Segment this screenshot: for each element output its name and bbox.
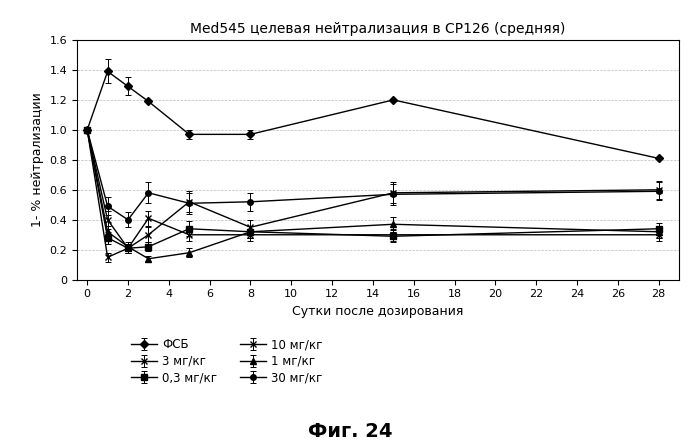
- Text: Фиг. 24: Фиг. 24: [308, 422, 392, 441]
- Title: Med545 целевая нейтрализация в CP126 (средняя): Med545 целевая нейтрализация в CP126 (ср…: [190, 22, 566, 36]
- Y-axis label: 1- % нейтрализации: 1- % нейтрализации: [31, 92, 44, 227]
- Legend: ФСБ, 3 мг/кг, 0,3 мг/кг, 10 мг/кг, 1 мг/кг, 30 мг/кг: ФСБ, 3 мг/кг, 0,3 мг/кг, 10 мг/кг, 1 мг/…: [131, 338, 323, 385]
- X-axis label: Сутки после дозирования: Сутки после дозирования: [293, 305, 463, 318]
